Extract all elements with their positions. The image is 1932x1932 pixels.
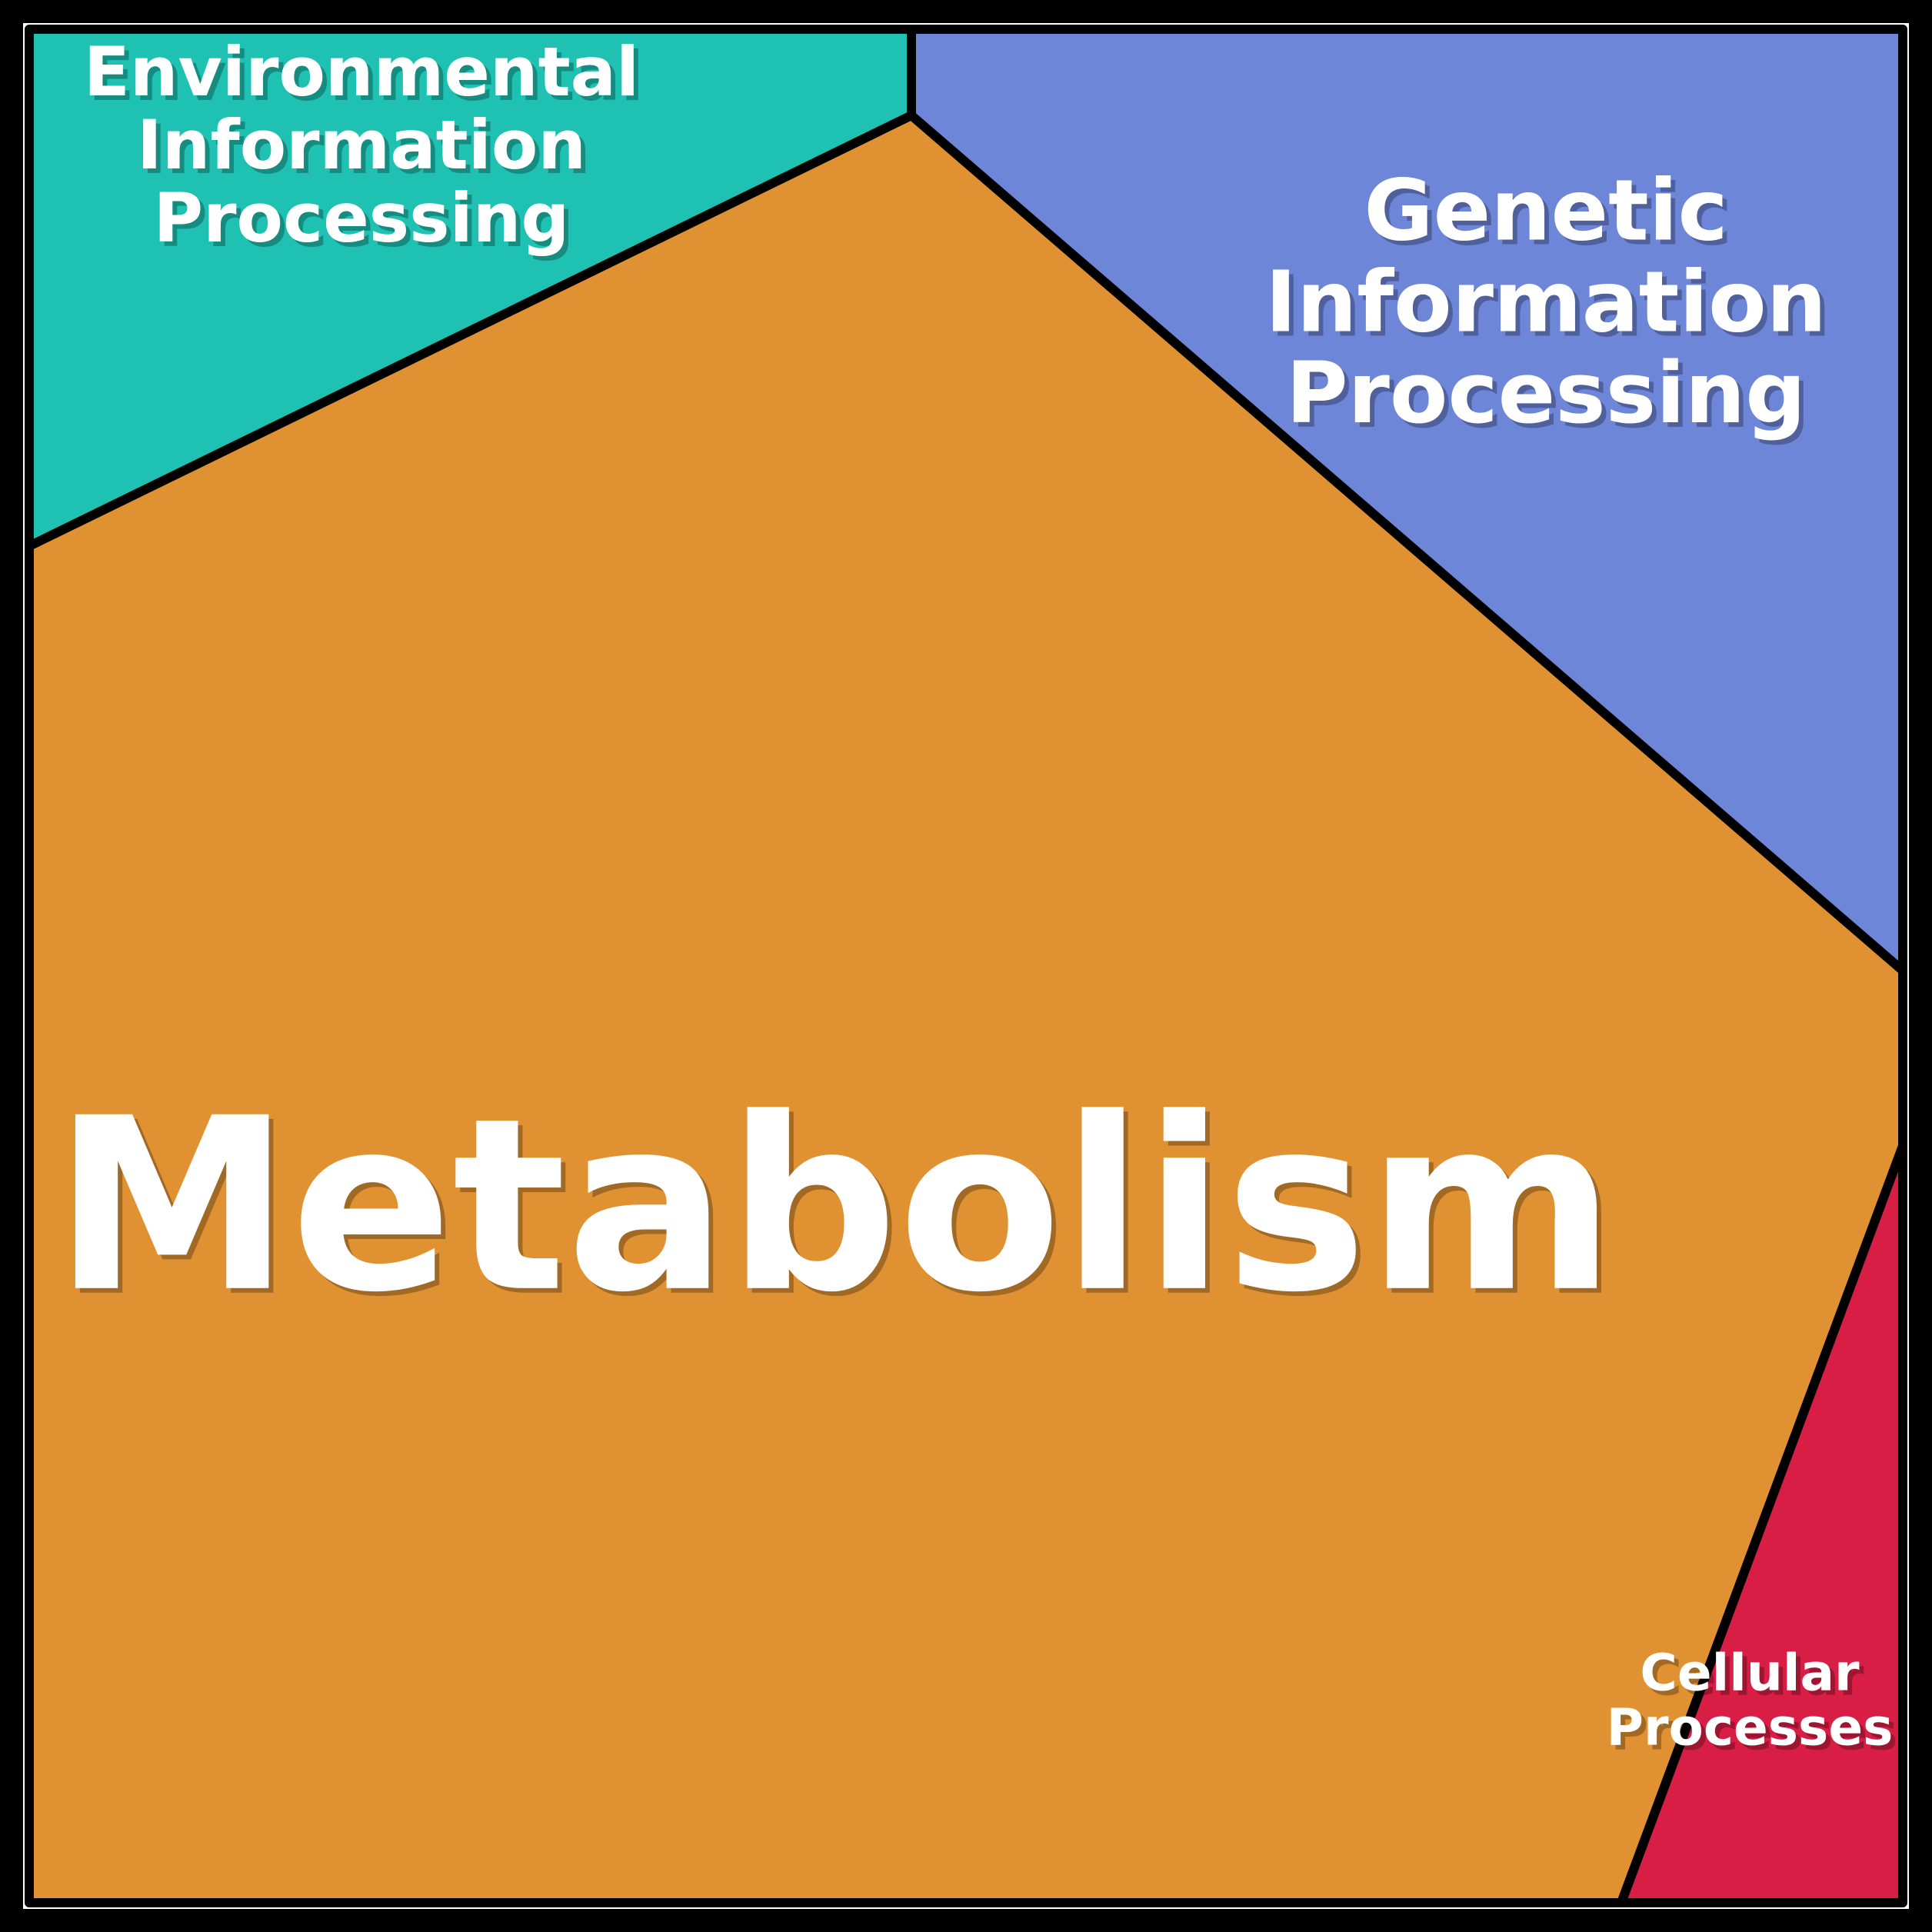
label-cellular: Processes [1607,1698,1894,1757]
label-environmental: Information [137,105,586,185]
label-metabolism: Metabolism [53,1068,1615,1345]
label-cellular: Cellular [1640,1643,1860,1702]
label-genetic: Information [1265,252,1827,351]
label-environmental: Processing [154,178,570,258]
label-environmental: Environmental [84,32,639,112]
label-genetic: Genetic [1364,161,1727,259]
voronoi-treemap: MetabolismMetabolismEnvironmentalInforma… [0,0,1932,1932]
label-genetic: Processing [1286,344,1806,442]
